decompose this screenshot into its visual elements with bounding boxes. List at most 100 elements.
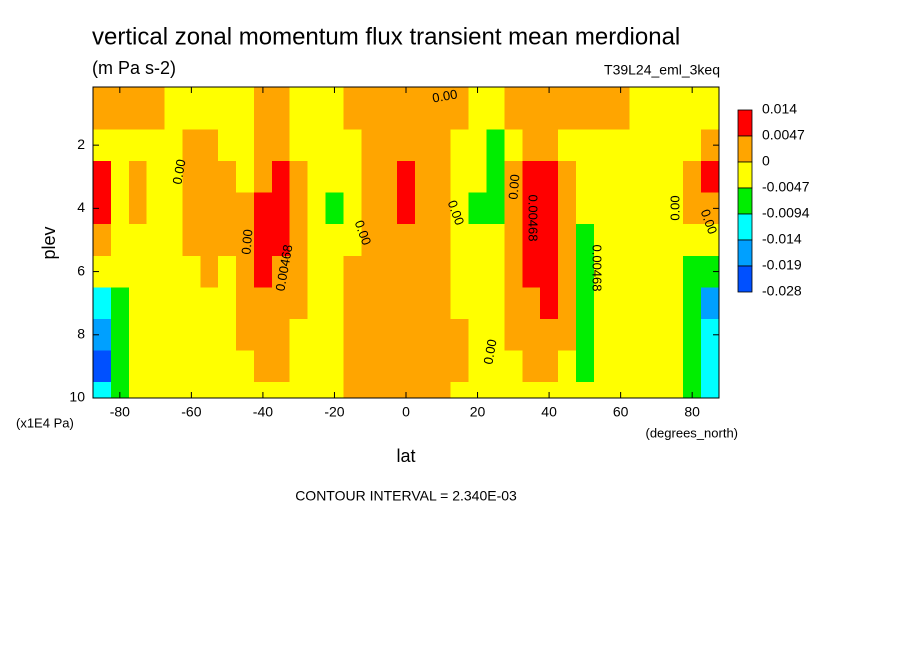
field-cell [414, 255, 434, 288]
field-cell [218, 87, 237, 130]
contour-label: 0.00468 [590, 245, 605, 292]
field-cell [575, 318, 595, 352]
field-cell [432, 287, 452, 320]
field-cell [504, 350, 523, 383]
field-cell [629, 255, 649, 288]
field-cell [468, 255, 488, 288]
field-cell [128, 160, 148, 194]
field-cell [271, 382, 291, 399]
field-cell [236, 382, 255, 399]
field-cell [468, 350, 488, 383]
field-cell [504, 255, 523, 288]
field-cell [468, 318, 488, 352]
field-cell [611, 318, 631, 352]
field-cell [379, 160, 398, 194]
field-cell [486, 287, 505, 320]
field-cell [164, 318, 184, 352]
field-cell [182, 350, 201, 383]
x-tick-label: -40 [253, 404, 273, 420]
field-cell [540, 192, 559, 225]
field-cell [683, 160, 702, 194]
field-cell [486, 192, 505, 225]
field-cell [504, 129, 523, 162]
field-cell [540, 318, 559, 352]
field-cell [200, 160, 219, 194]
field-cell [271, 255, 291, 288]
field-cell [611, 350, 631, 383]
field-cell [128, 224, 148, 257]
field-cell [271, 287, 291, 320]
field-cell [450, 287, 470, 320]
field-cell [450, 224, 470, 257]
field-cell [253, 87, 273, 130]
field-cell [432, 160, 452, 194]
field-cell [361, 318, 380, 352]
field-cell [289, 87, 309, 130]
field-cell [540, 87, 559, 130]
y-axis-label: plev [39, 226, 59, 259]
field-cell [325, 350, 344, 383]
field-cell [558, 224, 577, 257]
field-cell [307, 192, 327, 225]
field-cell [289, 192, 309, 225]
field-cell [146, 129, 166, 162]
field-cell [683, 318, 702, 352]
colorbar-swatch [737, 161, 753, 189]
field-cell [361, 382, 380, 399]
y-tick-label: 4 [77, 199, 85, 215]
field-cell [468, 192, 488, 225]
colorbar-swatch [737, 109, 753, 137]
field-cell [253, 318, 273, 352]
field-cell [200, 192, 219, 225]
field-cell [414, 87, 434, 130]
field-cell [218, 318, 237, 352]
field-cell [307, 129, 327, 162]
field-cell [236, 287, 255, 320]
field-cell [629, 382, 649, 399]
field-cell [522, 87, 541, 130]
field-cell [504, 287, 523, 320]
x-tick-label: 60 [613, 404, 629, 420]
field-cell [218, 129, 237, 162]
field-cell [629, 224, 649, 257]
field-cell [343, 160, 362, 194]
field-cell [647, 255, 666, 288]
field-cell [522, 192, 541, 225]
field-cell [146, 318, 166, 352]
field-cell [253, 287, 273, 320]
field-cell [522, 224, 541, 257]
field-cell [325, 129, 344, 162]
field-cell [504, 382, 523, 399]
field-cell [504, 318, 523, 352]
field-cell [593, 255, 613, 288]
field-cell [200, 224, 219, 257]
y-tick-label: 2 [77, 136, 85, 152]
field-cell [361, 87, 380, 130]
field-cell [414, 224, 434, 257]
field-cell [450, 350, 470, 383]
field-cell [343, 350, 362, 383]
x-tick-label: 80 [684, 404, 700, 420]
field-cell [611, 255, 631, 288]
field-cell [128, 350, 148, 383]
x-tick-label: 0 [402, 404, 410, 420]
field-cell [361, 129, 380, 162]
field-cell [468, 224, 488, 257]
field-cell [253, 382, 273, 399]
field-cell [164, 129, 184, 162]
field-cell [397, 129, 416, 162]
field-cell [611, 160, 631, 194]
field-cell [110, 287, 130, 320]
colorbar-label: 0.0047 [762, 127, 805, 143]
field-cell [271, 350, 291, 383]
field-cell [218, 192, 237, 225]
field-cell [665, 87, 684, 130]
field-cell [593, 318, 613, 352]
field-cell [307, 87, 327, 130]
field-cell [307, 224, 327, 257]
field-cell [647, 382, 666, 399]
colorbar-swatch [737, 239, 753, 267]
field-cell [343, 129, 362, 162]
field-cell [683, 224, 702, 257]
